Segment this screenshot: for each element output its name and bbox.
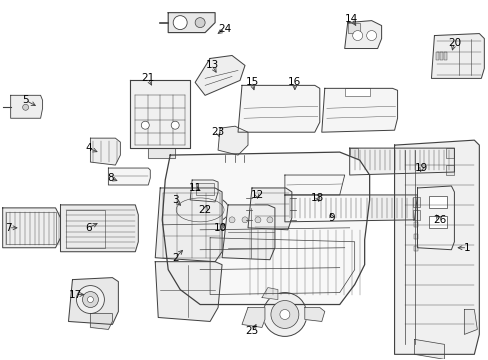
Polygon shape — [304, 307, 324, 321]
Text: 24: 24 — [218, 24, 231, 33]
Circle shape — [228, 217, 235, 223]
Text: 1: 1 — [463, 243, 470, 253]
Bar — [428, 216, 447, 228]
Text: 13: 13 — [205, 60, 218, 71]
Polygon shape — [218, 126, 247, 155]
Polygon shape — [130, 80, 190, 148]
Text: 9: 9 — [328, 213, 334, 223]
Polygon shape — [11, 95, 42, 118]
Polygon shape — [90, 314, 112, 329]
Bar — [413, 210, 417, 215]
Text: 2: 2 — [172, 253, 178, 263]
Polygon shape — [238, 85, 319, 132]
Polygon shape — [148, 148, 175, 158]
Bar — [413, 246, 417, 251]
Text: 6: 6 — [85, 223, 92, 233]
Text: 12: 12 — [250, 190, 263, 200]
Circle shape — [366, 31, 376, 41]
Circle shape — [352, 31, 362, 41]
Polygon shape — [2, 208, 61, 248]
Text: 17: 17 — [69, 289, 82, 300]
Polygon shape — [262, 288, 277, 300]
Polygon shape — [68, 278, 118, 324]
Circle shape — [263, 293, 306, 336]
Text: 20: 20 — [447, 37, 460, 48]
Bar — [277, 210, 285, 220]
Text: 3: 3 — [172, 195, 178, 205]
Text: 10: 10 — [213, 223, 226, 233]
Polygon shape — [285, 195, 417, 222]
Text: 26: 26 — [432, 215, 445, 225]
Polygon shape — [394, 140, 478, 354]
Circle shape — [254, 217, 261, 223]
Bar — [344, 88, 369, 96]
Circle shape — [82, 292, 98, 307]
Circle shape — [242, 217, 247, 223]
Text: 11: 11 — [188, 183, 202, 193]
Bar — [349, 165, 357, 175]
Polygon shape — [347, 23, 359, 32]
Polygon shape — [195, 55, 244, 95]
Polygon shape — [61, 205, 138, 252]
Bar — [277, 197, 285, 207]
Text: 16: 16 — [287, 77, 301, 87]
Polygon shape — [90, 138, 120, 165]
Polygon shape — [417, 186, 453, 250]
Circle shape — [195, 18, 204, 28]
Polygon shape — [430, 33, 483, 78]
Bar — [6, 212, 56, 244]
Circle shape — [141, 121, 149, 129]
Circle shape — [171, 121, 179, 129]
Text: 14: 14 — [345, 14, 358, 24]
Polygon shape — [247, 188, 291, 230]
Text: 8: 8 — [107, 173, 114, 183]
Polygon shape — [162, 152, 369, 305]
Polygon shape — [344, 21, 381, 49]
Polygon shape — [414, 339, 444, 359]
Circle shape — [279, 310, 289, 319]
Text: 18: 18 — [310, 193, 324, 203]
Bar — [196, 183, 214, 195]
Text: 15: 15 — [245, 77, 258, 87]
Bar — [412, 210, 420, 220]
Circle shape — [87, 297, 93, 302]
Polygon shape — [349, 148, 453, 175]
Text: 21: 21 — [142, 73, 155, 84]
Polygon shape — [321, 88, 397, 132]
Polygon shape — [190, 180, 218, 202]
Polygon shape — [464, 310, 476, 334]
Bar — [413, 222, 417, 227]
Polygon shape — [285, 175, 344, 195]
Bar — [349, 148, 357, 158]
Text: 22: 22 — [198, 205, 211, 215]
Polygon shape — [155, 188, 222, 262]
Text: 5: 5 — [22, 95, 29, 105]
Bar — [413, 234, 417, 239]
Circle shape — [76, 285, 104, 314]
Polygon shape — [242, 307, 264, 328]
Text: 4: 4 — [85, 143, 92, 153]
Circle shape — [270, 301, 298, 328]
Text: 7: 7 — [5, 223, 12, 233]
Text: 23: 23 — [211, 127, 224, 137]
Bar — [428, 196, 447, 208]
Circle shape — [22, 104, 29, 110]
Ellipse shape — [171, 194, 228, 226]
Bar — [413, 198, 417, 203]
Text: 19: 19 — [414, 163, 427, 173]
Text: 25: 25 — [245, 327, 258, 336]
Circle shape — [173, 15, 187, 30]
Bar — [444, 53, 447, 60]
Bar — [440, 53, 443, 60]
Bar — [436, 53, 439, 60]
Bar — [446, 148, 453, 158]
Bar — [412, 197, 420, 207]
Polygon shape — [222, 205, 274, 260]
Polygon shape — [108, 168, 150, 185]
Bar — [446, 165, 453, 175]
Circle shape — [266, 217, 272, 223]
Polygon shape — [168, 13, 215, 32]
Bar — [65, 210, 105, 248]
Polygon shape — [155, 262, 222, 321]
